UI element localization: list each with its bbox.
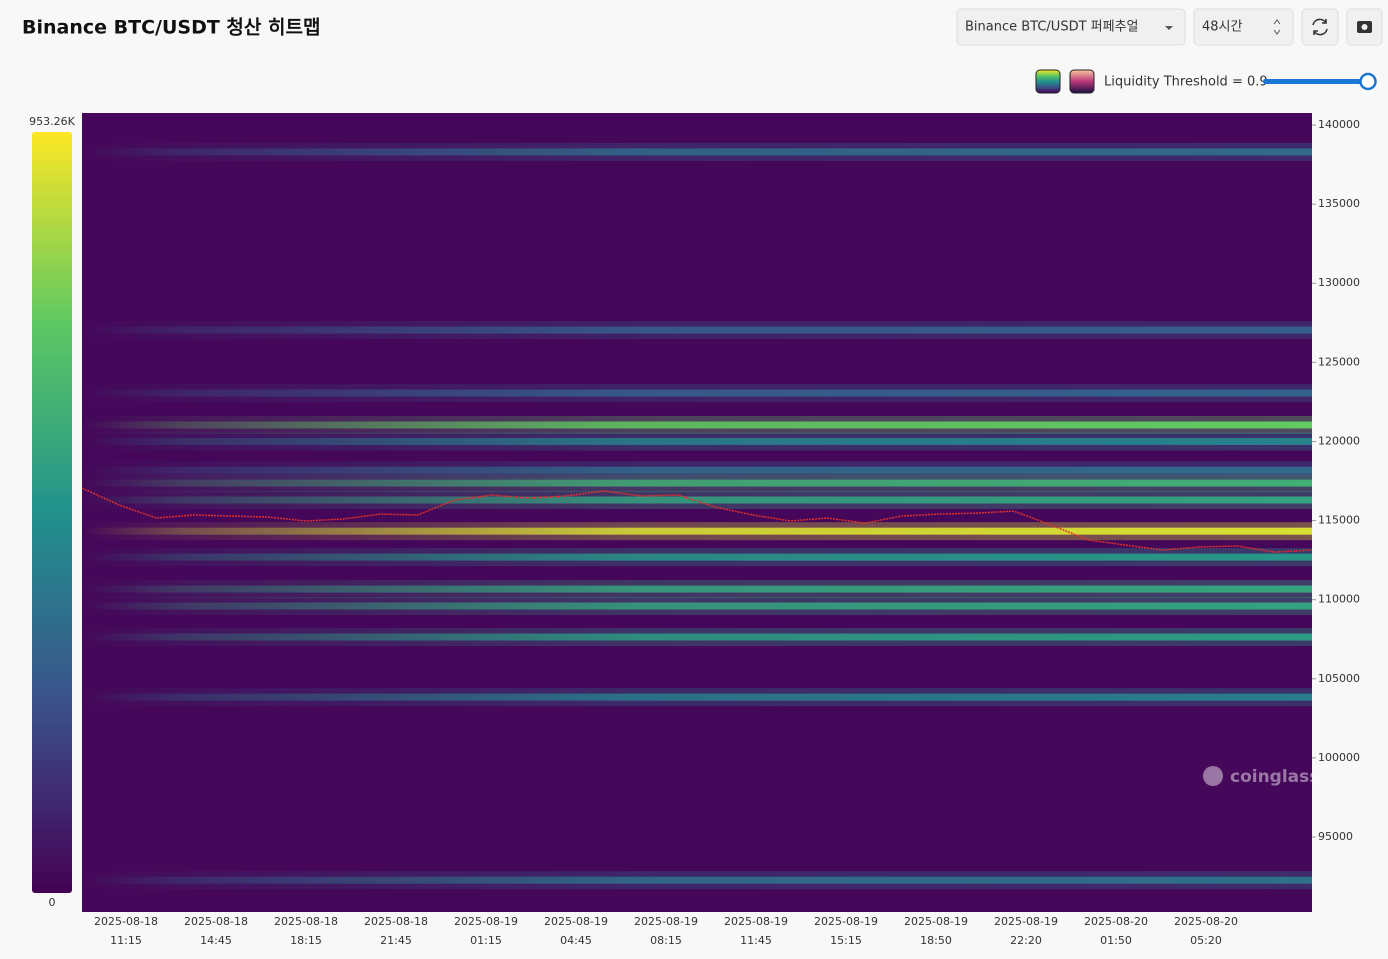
x-tick-time: 01:50 <box>1100 934 1132 947</box>
y-tick-label: 125000 <box>1318 355 1360 368</box>
magma-swatch[interactable] <box>1069 69 1095 94</box>
y-tick-label: 115000 <box>1318 514 1360 527</box>
threshold-slider-thumb[interactable] <box>1359 72 1377 91</box>
exchange-select-label: Binance BTC/USDT 퍼페추얼 <box>965 20 1139 35</box>
price-line <box>81 487 1313 553</box>
x-tick-date: 2025-08-19 <box>544 915 608 928</box>
select-caret <box>1165 26 1173 30</box>
x-tick-date: 2025-08-20 <box>1174 915 1238 928</box>
refresh-icon <box>1312 18 1328 36</box>
x-tick-time: 14:45 <box>200 934 232 947</box>
y-tick-label: 120000 <box>1318 434 1360 447</box>
liquidation-band <box>82 437 1312 445</box>
colorbar <box>32 132 72 893</box>
x-tick-date: 2025-08-19 <box>724 915 788 928</box>
x-tick-time: 01:15 <box>470 934 502 947</box>
threshold-label: Liquidity Threshold = 0.9 <box>1104 75 1268 90</box>
y-tick-label: 95000 <box>1318 830 1353 843</box>
threshold-slider-track[interactable] <box>1263 79 1371 84</box>
period-select[interactable] <box>1193 8 1294 46</box>
x-tick-time: 21:45 <box>380 934 412 947</box>
y-tick-label: 140000 <box>1318 118 1360 131</box>
x-tick-time: 08:15 <box>650 934 682 947</box>
y-tick-label: 135000 <box>1318 197 1360 210</box>
liquidation-band <box>82 421 1312 429</box>
x-tick-date: 2025-08-18 <box>94 915 158 928</box>
x-tick-time: 11:15 <box>110 934 142 947</box>
x-tick-time: 22:20 <box>1010 934 1042 947</box>
x-tick-time: 18:50 <box>920 934 952 947</box>
liquidation-band <box>82 693 1312 701</box>
liquidation-band <box>82 389 1312 397</box>
liquidation-band <box>82 527 1312 535</box>
camera-lens <box>1361 24 1368 30</box>
x-tick-date: 2025-08-19 <box>454 915 518 928</box>
liquidation-band <box>82 326 1312 334</box>
heatmap-background <box>82 113 1312 912</box>
exchange-select[interactable] <box>956 8 1186 46</box>
watermark: coinglass <box>1230 767 1319 787</box>
watermark-logo <box>1203 766 1223 786</box>
x-tick-date: 2025-08-19 <box>814 915 878 928</box>
liquidation-band <box>82 148 1312 156</box>
colorbar-tick-label: 953.26K <box>29 115 75 128</box>
liquidation-band <box>82 633 1312 641</box>
x-tick-time: 04:45 <box>560 934 592 947</box>
x-tick-date: 2025-08-18 <box>184 915 248 928</box>
liquidation-band <box>82 553 1312 561</box>
viridis-swatch[interactable] <box>1035 69 1061 94</box>
x-tick-time: 11:45 <box>740 934 772 947</box>
liquidation-band <box>82 466 1312 474</box>
x-tick-time: 05:20 <box>1190 934 1222 947</box>
x-tick-date: 2025-08-19 <box>634 915 698 928</box>
refresh-button[interactable] <box>1301 8 1339 46</box>
y-tick-label: 105000 <box>1318 672 1360 685</box>
select-arrows <box>1273 19 1281 35</box>
y-tick-label: 110000 <box>1318 593 1360 606</box>
liquidation-band <box>82 479 1312 487</box>
x-tick-time: 15:15 <box>830 934 862 947</box>
x-tick-date: 2025-08-19 <box>904 915 968 928</box>
liquidation-band <box>82 585 1312 593</box>
liquidation-band <box>82 876 1312 884</box>
liquidation-band <box>82 496 1312 504</box>
x-tick-date: 2025-08-19 <box>994 915 1058 928</box>
x-tick-date: 2025-08-18 <box>274 915 338 928</box>
liquidation-band <box>82 602 1312 610</box>
x-tick-date: 2025-08-18 <box>364 915 428 928</box>
y-tick-label: 130000 <box>1318 276 1360 289</box>
colorbar-tick-label: 0 <box>49 896 56 909</box>
y-tick-label: 100000 <box>1318 751 1360 764</box>
page-title: Binance BTC/USDT 청산 히트맵 <box>22 17 320 39</box>
x-tick-time: 18:15 <box>290 934 322 947</box>
x-tick-date: 2025-08-20 <box>1084 915 1148 928</box>
period-select-label: 48시간 <box>1202 20 1243 35</box>
